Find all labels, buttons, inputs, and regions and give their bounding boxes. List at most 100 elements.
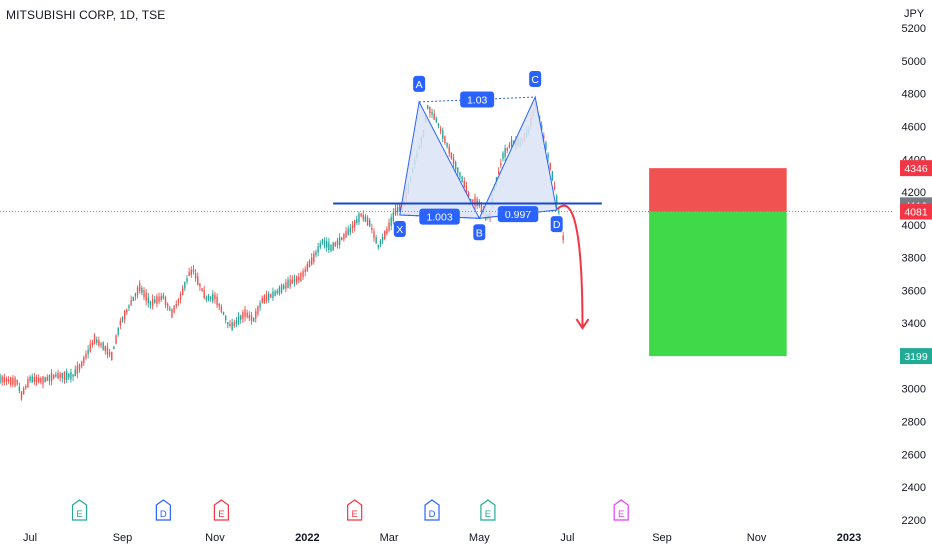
candle-body (300, 272, 302, 282)
candle-body (553, 185, 556, 190)
candle-body (272, 291, 274, 298)
candle-body (461, 176, 463, 183)
candle-body (111, 351, 113, 361)
candle-body (326, 241, 328, 248)
take-profit-zone (649, 211, 787, 357)
candle-body (289, 279, 291, 287)
candle-body (130, 300, 132, 306)
candle-body (1, 376, 3, 383)
candle-body (61, 372, 64, 379)
candle-body (437, 123, 440, 127)
ratio-line (399, 214, 480, 219)
candle-body (358, 213, 360, 223)
candle-body (257, 306, 259, 314)
forecast-arrow-head (575, 318, 590, 330)
candle-body (429, 106, 431, 114)
y-tick-label: 4000 (902, 220, 926, 232)
candle-body (366, 217, 369, 226)
candle-body (22, 388, 25, 394)
candle-body (313, 253, 315, 262)
candle-body (102, 342, 104, 350)
x-tick-label: Sep (113, 532, 133, 544)
candle-body (162, 295, 165, 299)
candle-body (497, 171, 500, 174)
candle-body (304, 269, 306, 272)
candle-body (315, 251, 317, 256)
pattern-point-d: D (553, 219, 561, 231)
candle-body (328, 242, 330, 251)
price-label-bg (900, 348, 932, 365)
candle-body (470, 198, 472, 202)
candle-body (510, 139, 513, 147)
event-marker (613, 499, 629, 521)
candle-body (360, 213, 362, 217)
candle-body (166, 303, 169, 307)
price-axis-area (892, 0, 932, 550)
candle-body (7, 379, 10, 382)
candle-body (248, 315, 251, 319)
candle-body (184, 282, 186, 289)
candle-body (220, 306, 223, 312)
candle-body (229, 323, 231, 326)
candle-body (293, 278, 296, 283)
stop-loss-zone (649, 168, 787, 212)
candle-body (3, 376, 5, 383)
candle-body (235, 320, 238, 324)
candle-body (242, 312, 244, 319)
candle-body (76, 365, 79, 374)
candle-body (255, 311, 257, 319)
candle-body (134, 293, 137, 297)
candle-body (35, 376, 38, 383)
candle-body (465, 185, 468, 193)
y-tick-label: 2400 (902, 482, 926, 494)
candle-body (310, 257, 313, 265)
candle-body (502, 152, 504, 160)
candle-body (237, 315, 240, 324)
event-marker-label: E (76, 509, 82, 520)
candle-body (459, 172, 461, 178)
candle-body (270, 294, 272, 298)
candle-body (347, 228, 349, 236)
candle-body (93, 335, 96, 344)
candle-body (386, 228, 388, 234)
candle-body (207, 296, 210, 301)
candle-body (446, 142, 448, 147)
event-marker (424, 499, 440, 521)
candle-body (295, 276, 298, 283)
chart-title: MITSUBISHI CORP, 1D, TSE (6, 8, 166, 22)
candle-body (500, 163, 502, 166)
candle-body (549, 162, 551, 170)
candle-body (132, 296, 134, 302)
candle-body (343, 233, 345, 240)
candle-body (72, 374, 74, 377)
x-tick-label: Nov (747, 532, 767, 544)
y-tick-label: 3400 (902, 318, 926, 330)
candle-body (267, 293, 270, 301)
candle-body (306, 264, 309, 271)
candle-body (25, 385, 27, 389)
candle-body (57, 372, 59, 379)
candle-body (14, 377, 16, 386)
y-tick-label: 4800 (902, 89, 926, 101)
candle-body (214, 294, 216, 300)
candle-body (280, 284, 283, 293)
candle-body (89, 343, 91, 352)
candle-body (480, 204, 483, 211)
candle-body (85, 353, 87, 359)
candle-body (100, 343, 102, 346)
x-tick-label: Nov (205, 532, 225, 544)
pattern-point-c: C (531, 74, 539, 86)
y-tick-label: 2800 (902, 416, 926, 428)
candle-body (448, 146, 450, 154)
candle-body (338, 237, 341, 246)
candle-body (29, 376, 31, 381)
candle-body (104, 346, 107, 352)
candle-body (427, 105, 429, 109)
candle-body (216, 296, 218, 306)
candle-body (177, 299, 180, 303)
candle-body (117, 327, 119, 335)
candle-body (317, 246, 319, 253)
ratio-label-bg (460, 91, 495, 108)
